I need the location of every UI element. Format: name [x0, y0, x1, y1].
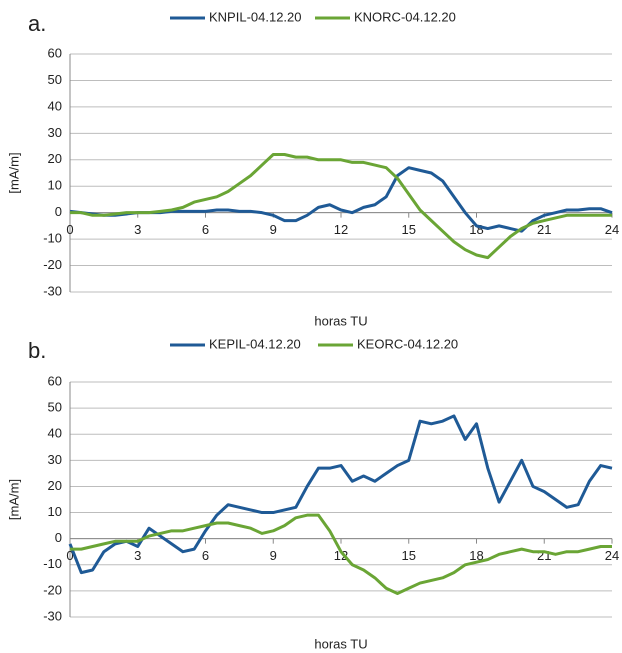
y-tick-label: 10 [48, 504, 62, 519]
x-tick-label: 15 [402, 548, 416, 563]
y-tick-label: -20 [43, 257, 62, 272]
y-tick-label: 40 [48, 426, 62, 441]
panel-label: a. [28, 11, 46, 36]
x-tick-label: 15 [402, 222, 416, 237]
y-tick-label: 20 [48, 478, 62, 493]
series-line [70, 513, 612, 595]
x-tick-label: 3 [134, 222, 141, 237]
panel-label: b. [28, 338, 46, 363]
x-tick-label: 6 [202, 222, 209, 237]
y-tick-label: -10 [43, 231, 62, 246]
series-line [68, 414, 613, 575]
x-tick-label: 12 [334, 548, 348, 563]
y-tick-label: -10 [43, 556, 62, 571]
x-axis-label: horas TU [314, 636, 367, 651]
y-tick-label: 40 [48, 98, 62, 113]
y-tick-label: 30 [48, 452, 62, 467]
y-tick-label: -30 [43, 283, 62, 298]
y-tick-label: 20 [48, 151, 62, 166]
x-tick-label: 3 [134, 548, 141, 563]
x-tick-label: 24 [605, 222, 619, 237]
y-tick-label: 0 [55, 530, 62, 545]
y-tick-label: 10 [48, 178, 62, 193]
y-tick-label: 50 [48, 72, 62, 87]
x-tick-label: 0 [66, 548, 73, 563]
x-tick-label: 12 [334, 222, 348, 237]
y-tick-label: 0 [55, 204, 62, 219]
y-tick-label: 50 [48, 400, 62, 415]
y-tick-label: -30 [43, 608, 62, 623]
y-tick-label: 60 [48, 373, 62, 388]
y-axis-label: [mA/m] [6, 152, 21, 193]
legend-label: KEPIL-04.12.20 [209, 336, 301, 351]
x-tick-label: 9 [270, 222, 277, 237]
x-tick-label: 0 [66, 222, 73, 237]
legend-label: KEORC-04.12.20 [357, 336, 458, 351]
legend-label: KNORC-04.12.20 [354, 9, 456, 24]
x-axis-label: horas TU [314, 313, 367, 328]
x-tick-label: 18 [469, 548, 483, 563]
series-line [70, 152, 612, 260]
x-tick-label: 21 [537, 222, 551, 237]
x-tick-label: 9 [270, 548, 277, 563]
y-tick-label: 60 [48, 45, 62, 60]
legend-label: KNPIL-04.12.20 [209, 9, 302, 24]
x-tick-label: 24 [605, 548, 619, 563]
y-tick-label: 30 [48, 125, 62, 140]
y-tick-label: -20 [43, 582, 62, 597]
y-axis-label: [mA/m] [6, 479, 21, 520]
x-tick-label: 6 [202, 548, 209, 563]
